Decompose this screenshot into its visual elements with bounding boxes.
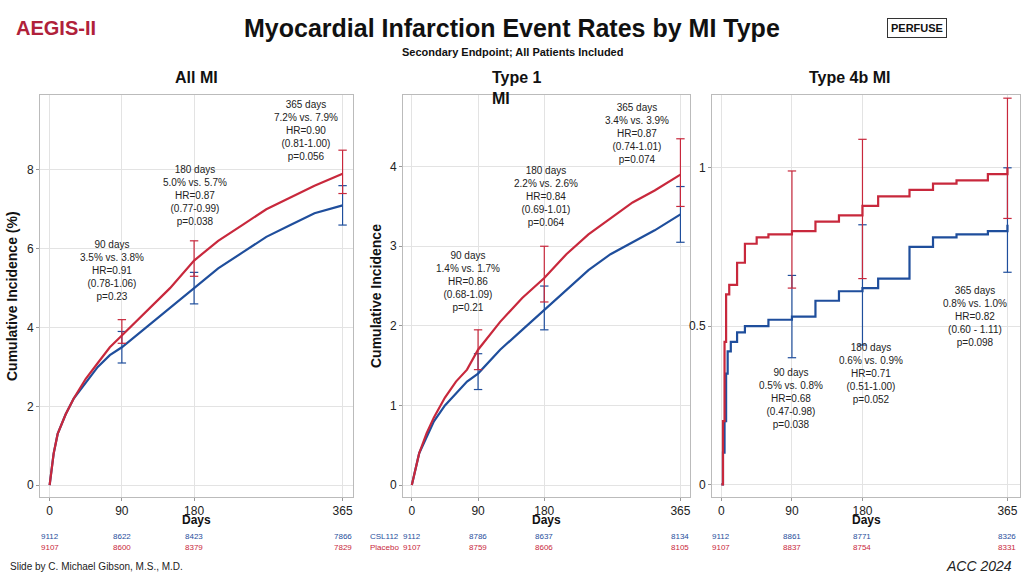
- svg-text:6: 6: [27, 242, 34, 256]
- svg-text:8622: 8622: [113, 532, 131, 541]
- svg-text:9112: 9112: [403, 532, 421, 541]
- svg-text:365 days3.4% vs. 3.9%HR=0.87(0: 365 days3.4% vs. 3.9%HR=0.87(0.74-1.01)p…: [605, 102, 669, 165]
- svg-text:9107: 9107: [403, 543, 421, 552]
- svg-text:3: 3: [390, 239, 397, 253]
- svg-text:8379: 8379: [185, 543, 203, 552]
- svg-text:Days: Days: [182, 513, 211, 527]
- svg-text:180: 180: [184, 504, 204, 518]
- svg-text:0: 0: [408, 504, 415, 518]
- svg-text:Placebo: Placebo: [370, 543, 399, 552]
- svg-text:90 days3.5% vs. 3.8%HR=0.91(0.: 90 days3.5% vs. 3.8%HR=0.91(0.78-1.06)p=…: [80, 239, 144, 302]
- svg-text:8759: 8759: [469, 543, 487, 552]
- svg-text:90: 90: [471, 504, 485, 518]
- svg-text:8423: 8423: [185, 532, 203, 541]
- svg-text:Cumulative Incidence: Cumulative Incidence: [368, 224, 384, 368]
- svg-text:0: 0: [390, 478, 397, 492]
- svg-text:8331: 8331: [998, 543, 1016, 552]
- svg-text:CSL112: CSL112: [370, 532, 399, 541]
- svg-text:180 days2.2% vs. 2.6%HR=0.84(0: 180 days2.2% vs. 2.6%HR=0.84(0.69-1.01)p…: [514, 165, 578, 228]
- svg-text:180 days0.6% vs. 0.9%HR=0.71(0: 180 days0.6% vs. 0.9%HR=0.71(0.51-1.00)p…: [839, 342, 903, 405]
- svg-text:4: 4: [390, 160, 397, 174]
- svg-text:9107: 9107: [41, 543, 59, 552]
- svg-text:90: 90: [115, 504, 129, 518]
- svg-text:9107: 9107: [712, 543, 730, 552]
- svg-text:365: 365: [997, 504, 1017, 518]
- svg-text:8771: 8771: [853, 532, 871, 541]
- svg-text:7829: 7829: [334, 543, 352, 552]
- svg-text:Cumulative Incidence (%): Cumulative Incidence (%): [4, 211, 20, 381]
- svg-text:180 days5.0% vs. 5.7%HR=0.87(0: 180 days5.0% vs. 5.7%HR=0.87(0.77-0.99)p…: [163, 164, 227, 227]
- svg-text:180: 180: [534, 504, 554, 518]
- svg-text:Type 1MI: Type 1MI: [492, 69, 542, 107]
- svg-text:Secondary Endpoint; All Patien: Secondary Endpoint; All Patients Include…: [402, 46, 623, 58]
- svg-text:90: 90: [785, 504, 799, 518]
- svg-text:90 days1.4% vs. 1.7%HR=0.86(0.: 90 days1.4% vs. 1.7%HR=0.86(0.68-1.09)p=…: [436, 250, 500, 313]
- svg-text:2: 2: [27, 400, 34, 414]
- svg-text:4: 4: [27, 321, 34, 335]
- svg-text:1: 1: [699, 161, 706, 175]
- svg-text:2: 2: [390, 319, 397, 333]
- svg-text:8637: 8637: [535, 532, 553, 541]
- svg-text:8606: 8606: [535, 543, 553, 552]
- svg-text:9112: 9112: [712, 532, 730, 541]
- svg-text:7866: 7866: [334, 532, 352, 541]
- svg-text:365 days0.8% vs. 1.0%HR=0.82(0: 365 days0.8% vs. 1.0%HR=0.82(0.60 - 1.11…: [943, 285, 1007, 348]
- svg-text:8754: 8754: [853, 543, 871, 552]
- svg-text:Slide by C. Michael Gibson, M.: Slide by C. Michael Gibson, M.S., M.D.: [10, 561, 183, 572]
- svg-text:Myocardial Infarction Event Ra: Myocardial Infarction Event Rates by MI …: [244, 14, 780, 42]
- svg-text:1: 1: [390, 399, 397, 413]
- svg-text:0: 0: [699, 478, 706, 492]
- svg-text:Days: Days: [852, 513, 881, 527]
- svg-text:8: 8: [27, 163, 34, 177]
- svg-text:9112: 9112: [41, 532, 59, 541]
- svg-text:AEGIS-II: AEGIS-II: [16, 17, 96, 39]
- svg-text:0.5: 0.5: [689, 319, 706, 333]
- svg-text:0: 0: [46, 504, 53, 518]
- svg-text:8326: 8326: [998, 532, 1016, 541]
- svg-text:365: 365: [670, 504, 690, 518]
- svg-text:8134: 8134: [671, 532, 689, 541]
- svg-text:8105: 8105: [671, 543, 689, 552]
- svg-text:All MI: All MI: [175, 69, 218, 86]
- svg-text:ACC 2024: ACC 2024: [946, 558, 1012, 574]
- svg-text:365 days7.2% vs. 7.9%HR=0.90(0: 365 days7.2% vs. 7.9%HR=0.90(0.81-1.00)p…: [274, 99, 338, 162]
- svg-text:8600: 8600: [113, 543, 131, 552]
- svg-text:8837: 8837: [783, 543, 801, 552]
- svg-text:Days: Days: [532, 513, 561, 527]
- svg-text:180: 180: [852, 504, 872, 518]
- svg-text:0: 0: [718, 504, 725, 518]
- svg-text:365: 365: [333, 504, 353, 518]
- svg-text:Type 4b MI: Type 4b MI: [809, 69, 891, 86]
- svg-text:90 days0.5% vs. 0.8%HR=0.68(0.: 90 days0.5% vs. 0.8%HR=0.68(0.47-0.98)p=…: [759, 367, 823, 430]
- svg-text:PERFUSE: PERFUSE: [891, 22, 943, 34]
- svg-text:8786: 8786: [469, 532, 487, 541]
- svg-text:8861: 8861: [783, 532, 801, 541]
- svg-text:0: 0: [27, 478, 34, 492]
